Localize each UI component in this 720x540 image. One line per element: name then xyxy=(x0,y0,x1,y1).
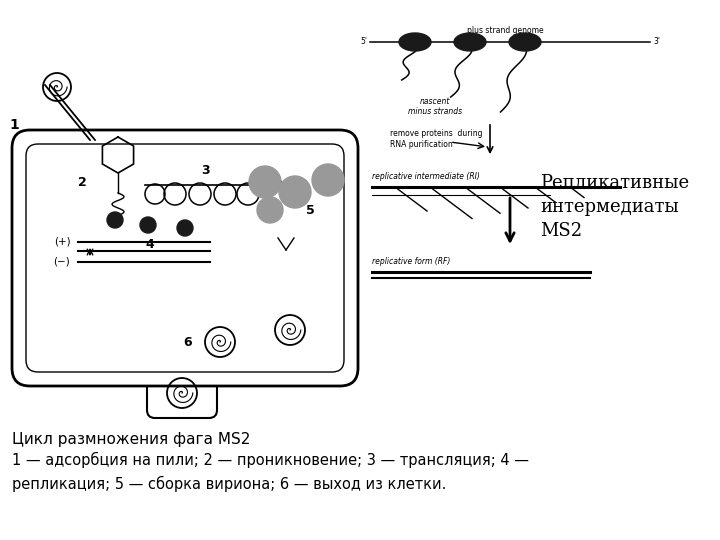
Circle shape xyxy=(257,197,283,223)
Text: Репликативные
интермедиаты
MS2: Репликативные интермедиаты MS2 xyxy=(540,174,689,240)
Circle shape xyxy=(249,166,281,198)
Text: (−): (−) xyxy=(53,257,71,267)
Text: 1: 1 xyxy=(9,118,19,132)
Text: 4: 4 xyxy=(145,239,154,252)
Text: 1 — адсорбция на пили; 2 — проникновение; 3 — трансляция; 4 —
репликация; 5 — сб: 1 — адсорбция на пили; 2 — проникновение… xyxy=(12,452,529,492)
Text: 5': 5' xyxy=(360,37,367,46)
Text: nascent
minus strands: nascent minus strands xyxy=(408,97,462,117)
Text: 6: 6 xyxy=(184,335,192,348)
Text: 5: 5 xyxy=(305,204,315,217)
Text: replicative form (RF): replicative form (RF) xyxy=(372,257,451,266)
Text: (+): (+) xyxy=(54,237,71,247)
Text: remove proteins  during
RNA purification: remove proteins during RNA purification xyxy=(390,129,482,149)
Circle shape xyxy=(140,217,156,233)
Ellipse shape xyxy=(509,33,541,51)
Circle shape xyxy=(177,220,193,236)
Text: 2: 2 xyxy=(78,176,86,188)
Text: plus strand genome: plus strand genome xyxy=(467,26,544,35)
Text: replicative intermediate (RI): replicative intermediate (RI) xyxy=(372,172,480,181)
Ellipse shape xyxy=(399,33,431,51)
Text: 3': 3' xyxy=(653,37,660,46)
Ellipse shape xyxy=(454,33,486,51)
Text: Цикл размножения фага MS2: Цикл размножения фага MS2 xyxy=(12,432,251,447)
FancyBboxPatch shape xyxy=(147,370,217,418)
FancyBboxPatch shape xyxy=(12,130,358,386)
Circle shape xyxy=(107,212,123,228)
Circle shape xyxy=(312,164,344,196)
Circle shape xyxy=(279,176,311,208)
Text: 3: 3 xyxy=(201,164,210,177)
